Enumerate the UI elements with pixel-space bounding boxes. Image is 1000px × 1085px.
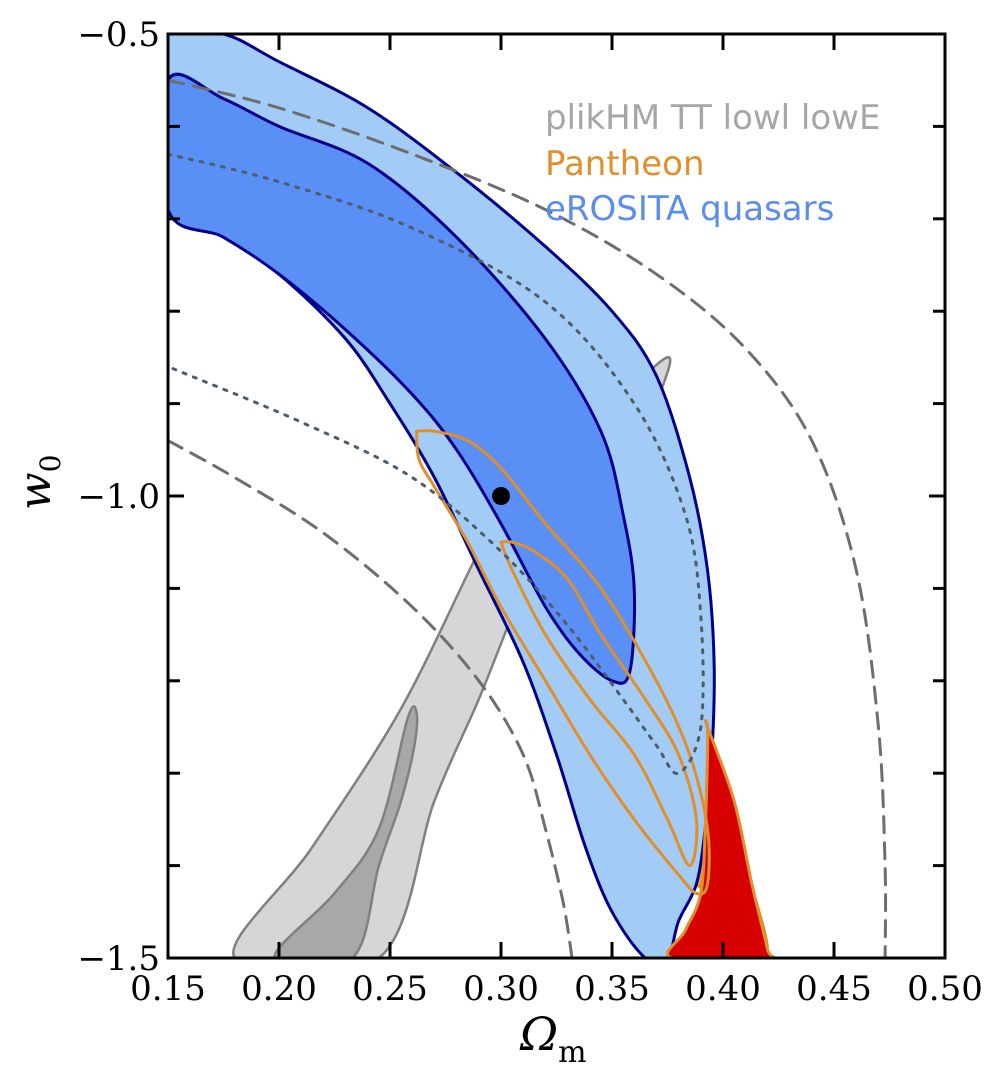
x-axis-label-main: Ω — [519, 1007, 558, 1061]
y-tick-label: −1.0 — [77, 477, 160, 517]
legend-entry-erosita: eROSITA quasars — [545, 189, 834, 229]
curve-dashed-outer-right — [168, 78, 888, 958]
y-axis-label-main: w — [10, 472, 61, 510]
x-tick-label: 0.50 — [907, 969, 983, 1009]
contour-planck-inner — [273, 705, 419, 958]
legend-entry-pantheon: Pantheon — [545, 144, 705, 184]
curve-pantheon-inner — [499, 540, 699, 868]
contour-red-region — [666, 718, 777, 958]
y-axis-label: w0 — [10, 455, 67, 511]
curve-pantheon-outer-line — [415, 429, 711, 896]
curve-dashed-outer-left — [168, 439, 574, 958]
axis-ticks: 0.15 0.20 0.25 0.30 0.35 0.40 0.45 0.50 −1.5 −1.0… — [77, 15, 982, 1009]
x-tick-label: 0.40 — [685, 969, 761, 1009]
plot-area — [168, 34, 888, 958]
curve-dotted-inner-right — [168, 152, 705, 775]
x-axis-label: Ωm — [519, 1007, 587, 1070]
y-tick-label: −0.5 — [77, 15, 160, 55]
y-tick-label: −1.5 — [77, 939, 160, 979]
x-tick-label: 0.45 — [796, 969, 872, 1009]
x-tick-label: 0.20 — [241, 969, 317, 1009]
x-tick-label: 0.35 — [574, 969, 650, 1009]
x-tick-label: 0.25 — [352, 969, 428, 1009]
legend: plikHM TT lowl lowE Pantheon eROSITA qua… — [545, 98, 880, 229]
x-axis-label-sub: m — [558, 1035, 586, 1070]
x-tick-label: 0.15 — [130, 969, 206, 1009]
fiducial-point — [492, 487, 510, 505]
x-tick-label: 0.30 — [463, 969, 539, 1009]
y-axis-label-sub: 0 — [34, 455, 67, 473]
contour-erosita-inner — [168, 72, 637, 685]
legend-entry-planck: plikHM TT lowl lowE — [545, 98, 880, 138]
